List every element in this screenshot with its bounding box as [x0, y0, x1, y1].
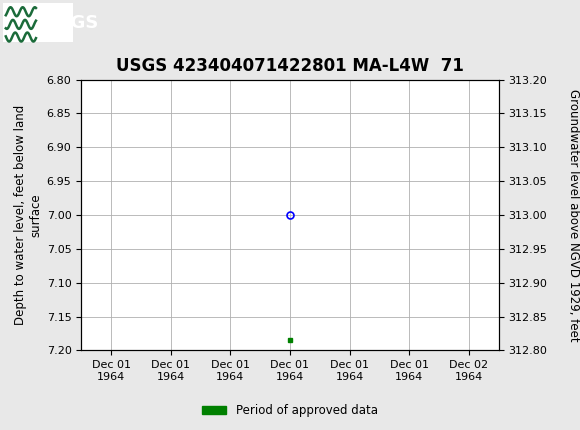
- Text: USGS: USGS: [44, 14, 99, 31]
- Y-axis label: Depth to water level, feet below land
surface: Depth to water level, feet below land su…: [14, 105, 42, 325]
- Legend: Period of approved data: Period of approved data: [198, 399, 382, 422]
- Y-axis label: Groundwater level above NGVD 1929, feet: Groundwater level above NGVD 1929, feet: [567, 89, 580, 341]
- Title: USGS 423404071422801 MA-L4W  71: USGS 423404071422801 MA-L4W 71: [116, 57, 464, 75]
- FancyBboxPatch shape: [3, 3, 72, 43]
